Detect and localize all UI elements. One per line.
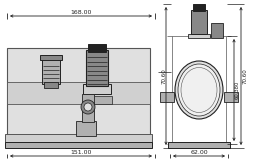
Circle shape xyxy=(84,103,92,111)
Text: 60.380: 60.380 xyxy=(235,81,240,99)
Bar xyxy=(7,48,150,136)
Text: 151.00: 151.00 xyxy=(70,150,92,155)
Bar xyxy=(188,34,210,38)
Bar xyxy=(40,55,62,60)
Bar xyxy=(5,134,152,144)
Bar xyxy=(168,142,230,148)
Bar xyxy=(42,58,60,84)
Bar xyxy=(191,10,207,34)
Ellipse shape xyxy=(175,61,223,119)
Bar xyxy=(76,121,96,136)
Ellipse shape xyxy=(178,64,220,116)
Bar xyxy=(7,82,150,104)
Bar xyxy=(5,142,152,148)
Text: 62.00: 62.00 xyxy=(190,150,208,155)
Bar xyxy=(44,82,58,88)
Bar xyxy=(82,94,94,122)
Bar xyxy=(211,23,223,38)
Bar xyxy=(193,4,205,11)
Bar xyxy=(88,44,106,52)
Bar xyxy=(86,50,108,86)
Bar xyxy=(83,84,111,94)
Text: 168.00: 168.00 xyxy=(70,9,92,14)
Text: 70.60: 70.60 xyxy=(243,68,248,84)
Bar xyxy=(224,92,238,102)
Bar xyxy=(94,96,112,104)
Bar xyxy=(160,92,174,102)
Text: 70.60: 70.60 xyxy=(162,68,167,84)
Circle shape xyxy=(81,100,95,114)
